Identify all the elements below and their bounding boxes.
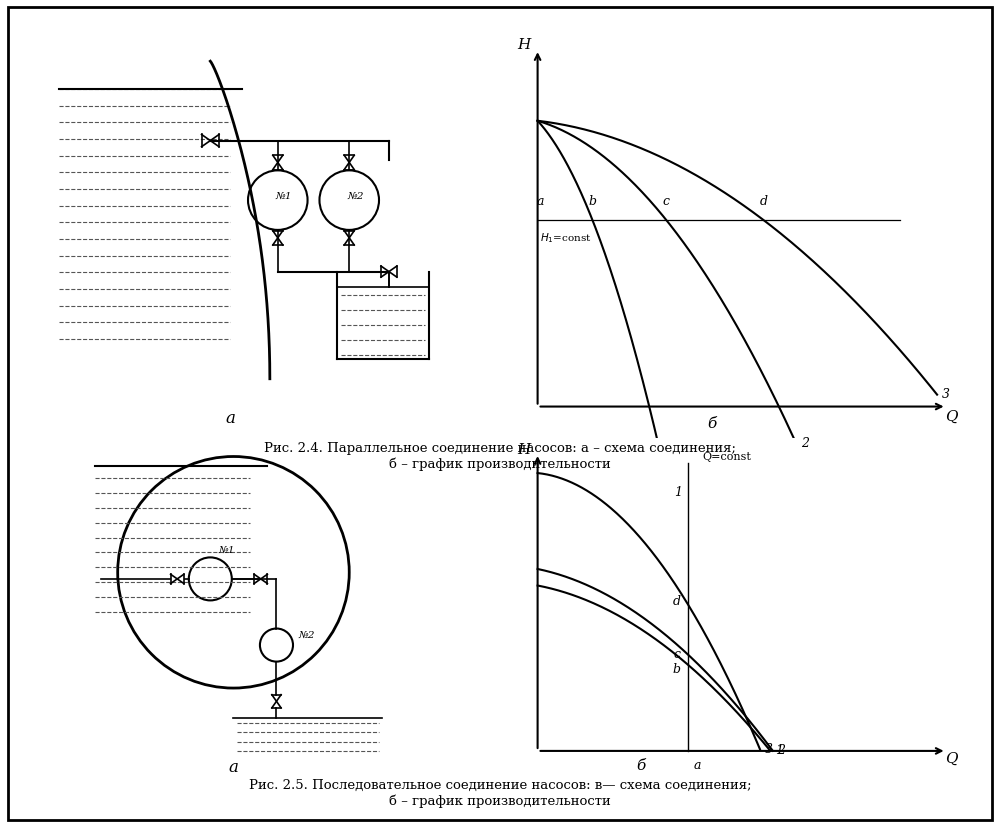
Text: c: c	[663, 195, 670, 208]
Text: a: a	[229, 759, 238, 776]
Text: H: H	[517, 38, 530, 52]
Text: б: б	[707, 418, 716, 432]
Text: №1: №1	[219, 547, 235, 555]
Text: Q=const: Q=const	[702, 452, 751, 461]
Text: b: b	[673, 663, 681, 676]
Text: №2: №2	[347, 192, 363, 201]
Text: a: a	[225, 410, 235, 427]
Text: $H_1$=const: $H_1$=const	[540, 231, 592, 245]
Text: d: d	[759, 195, 767, 208]
Text: Q: Q	[945, 409, 957, 423]
Text: 2: 2	[801, 437, 809, 450]
Text: 2: 2	[777, 744, 785, 758]
Text: d: d	[673, 595, 681, 608]
Text: 3: 3	[765, 743, 773, 756]
Text: H: H	[517, 443, 530, 457]
Text: №1: №1	[275, 192, 292, 201]
Text: b: b	[588, 195, 596, 208]
Text: a: a	[536, 195, 544, 208]
Text: a: a	[694, 759, 701, 772]
Text: Рис. 2.4. Параллельное соединение насосов: а – схема соединения;
б – график прои: Рис. 2.4. Параллельное соединение насосо…	[264, 442, 736, 471]
Text: 1: 1	[775, 744, 783, 758]
Text: 1: 1	[674, 485, 682, 499]
Text: c: c	[674, 648, 681, 661]
Text: 3: 3	[942, 388, 950, 401]
Text: Q: Q	[945, 753, 957, 766]
Text: б: б	[636, 759, 646, 772]
Text: №2: №2	[298, 631, 314, 639]
Text: Рис. 2.5. Последовательное соединение насосов: в— схема соединения;
б – график п: Рис. 2.5. Последовательное соединение на…	[249, 779, 751, 808]
